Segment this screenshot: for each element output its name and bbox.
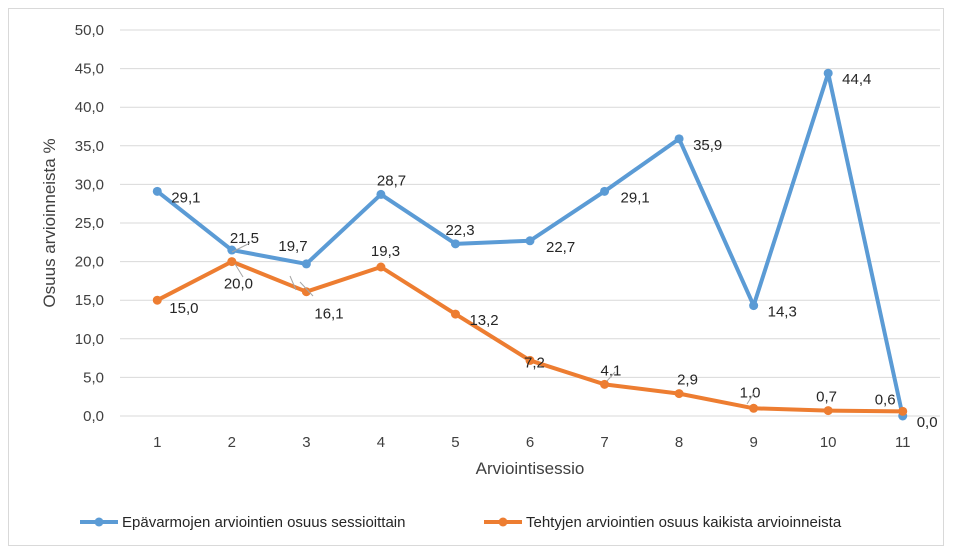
y-tick-label: 5,0 xyxy=(83,369,104,386)
y-tick-label: 40,0 xyxy=(75,99,104,116)
series-2-point xyxy=(674,389,684,399)
x-tick-label: 1 xyxy=(153,434,161,451)
label-leader-line xyxy=(606,371,616,382)
series-2-point xyxy=(898,406,908,416)
legend: Epävarmojen arviointien osuus sessioitta… xyxy=(80,514,842,531)
series-2-point xyxy=(152,295,162,305)
series-2-point xyxy=(525,355,535,365)
series-1-point xyxy=(600,186,610,196)
y-tick-label: 15,0 xyxy=(75,292,104,309)
x-tick-label: 10 xyxy=(820,434,837,451)
data-label: 29,1 xyxy=(171,189,200,206)
y-tick-label: 20,0 xyxy=(75,254,104,271)
x-tick-label: 3 xyxy=(302,434,310,451)
data-label: 22,7 xyxy=(546,239,575,256)
data-label: 14,3 xyxy=(768,304,797,321)
legend-swatch-marker xyxy=(94,517,104,527)
series-line-2 xyxy=(155,259,905,414)
series-2-point xyxy=(376,262,386,272)
data-label: 20,0 xyxy=(224,276,253,293)
series-2-point xyxy=(450,309,460,319)
x-tick-label: 11 xyxy=(895,434,911,451)
data-label: 29,1 xyxy=(621,189,650,206)
series-2-point xyxy=(301,287,311,297)
series-2-point xyxy=(227,257,237,267)
label-leader-line xyxy=(231,243,249,253)
series-1-point xyxy=(376,189,386,199)
data-label: 0,0 xyxy=(917,414,938,431)
gridlines xyxy=(120,29,940,378)
x-axis-title: Arviointisessio xyxy=(476,459,585,478)
legend-label: Epävarmojen arviointien osuus sessioitta… xyxy=(122,514,405,531)
series-1-point xyxy=(823,68,833,78)
chart-frame xyxy=(8,8,944,546)
x-tick-label: 4 xyxy=(377,434,385,451)
x-tick-label: 7 xyxy=(600,434,608,451)
series-2-point xyxy=(600,379,610,389)
data-label: 1,0 xyxy=(740,384,761,401)
data-label: 35,9 xyxy=(693,137,722,154)
y-axis-title: Osuus arvioinneista % xyxy=(40,138,59,307)
series-2-point xyxy=(749,403,759,413)
series-1-point xyxy=(301,259,311,269)
data-label: 0,7 xyxy=(816,389,837,406)
data-label: 2,9 xyxy=(677,372,698,389)
y-tick-label: 50,0 xyxy=(75,22,104,39)
x-axis-ticks: 1 2 3 4 5 6 7 8 9 10 11 xyxy=(153,434,910,451)
series-1-point xyxy=(227,245,237,255)
x-tick-label: 9 xyxy=(749,434,757,451)
label-leader-line xyxy=(289,275,297,291)
x-tick-label: 5 xyxy=(451,434,459,451)
y-axis-ticks: 0,0 5,0 10,0 15,0 20,0 25,0 30,0 35,0 40,0 45,0 50… xyxy=(75,22,104,425)
series-1-point xyxy=(152,186,162,196)
y-tick-label: 10,0 xyxy=(75,331,104,348)
data-label: 19,3 xyxy=(371,243,400,260)
series-1-point xyxy=(525,236,535,246)
data-labels: 29,1 21,5 19,7 28,7 22,3 22,7 29,1 35,9 14,3 44,4… xyxy=(169,71,937,431)
label-leader-line xyxy=(299,281,314,297)
series-2-point xyxy=(823,406,833,416)
series-1-point xyxy=(749,301,759,311)
label-leader-line xyxy=(746,392,755,405)
y-tick-label: 35,0 xyxy=(75,138,104,155)
x-tick-label: 8 xyxy=(675,434,683,451)
data-label: 13,2 xyxy=(469,312,498,329)
series-1-point xyxy=(674,134,684,144)
label-leader-line xyxy=(234,263,244,278)
legend-label: Tehtyjen arviointien osuus kaikista arvi… xyxy=(526,514,842,531)
data-label: 44,4 xyxy=(842,71,871,88)
data-label: 15,0 xyxy=(169,300,198,317)
data-label: 19,7 xyxy=(278,238,307,255)
x-tick-label: 6 xyxy=(526,434,534,451)
y-tick-label: 0,0 xyxy=(83,408,104,425)
series-1-point xyxy=(450,239,460,249)
data-label: 4,1 xyxy=(601,362,622,379)
data-label: 7,2 xyxy=(524,354,545,371)
y-tick-label: 30,0 xyxy=(75,176,104,193)
legend-swatch-marker xyxy=(498,517,508,527)
data-label: 0,6 xyxy=(875,391,896,408)
data-label: 22,3 xyxy=(445,222,474,239)
data-label: 21,5 xyxy=(230,230,259,247)
data-label: 16,1 xyxy=(314,306,343,323)
y-tick-label: 45,0 xyxy=(75,61,104,78)
data-label: 28,7 xyxy=(377,172,406,189)
series-layer xyxy=(152,68,908,421)
x-tick-label: 2 xyxy=(228,434,236,451)
y-tick-label: 25,0 xyxy=(75,215,104,232)
